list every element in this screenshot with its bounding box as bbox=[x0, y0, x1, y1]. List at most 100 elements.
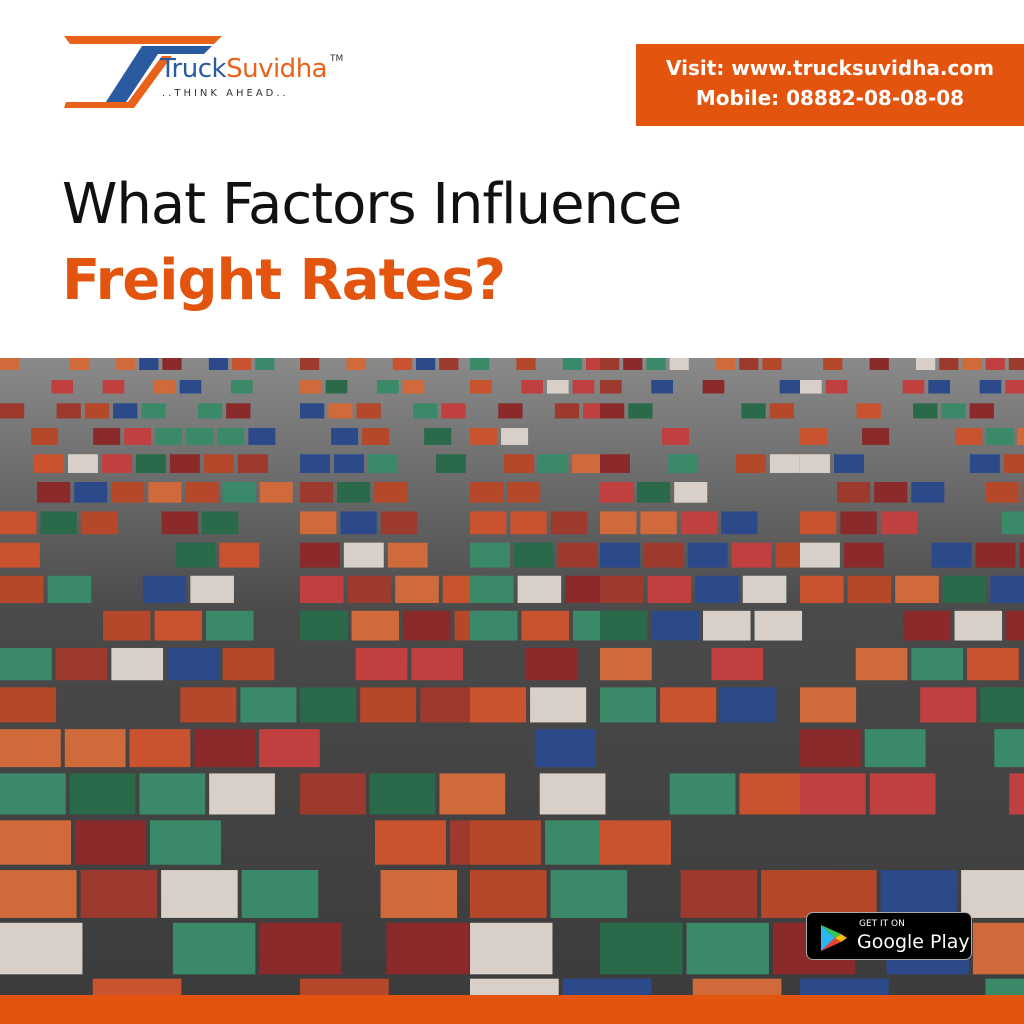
container bbox=[206, 610, 254, 641]
container bbox=[1006, 610, 1024, 641]
container bbox=[325, 380, 348, 394]
trucksuvidha-logo: TruckSuvidha TM ..THINK AHEAD.. bbox=[62, 34, 352, 114]
container bbox=[571, 454, 602, 473]
container bbox=[955, 428, 983, 445]
container bbox=[161, 870, 238, 918]
container bbox=[969, 454, 1000, 473]
container bbox=[731, 542, 772, 568]
container bbox=[674, 482, 708, 503]
headline-line2: Freight Rates? bbox=[62, 248, 506, 313]
container bbox=[148, 482, 182, 503]
container bbox=[230, 380, 253, 394]
container bbox=[470, 687, 527, 723]
container bbox=[856, 403, 881, 419]
container bbox=[1017, 428, 1024, 445]
container bbox=[470, 542, 510, 568]
container bbox=[864, 729, 926, 768]
container bbox=[376, 380, 399, 394]
container bbox=[680, 870, 758, 918]
container bbox=[441, 403, 466, 419]
container bbox=[931, 542, 972, 568]
container bbox=[153, 380, 176, 394]
container bbox=[600, 542, 640, 568]
container bbox=[1022, 482, 1024, 503]
container bbox=[902, 380, 925, 394]
container bbox=[55, 647, 108, 681]
container bbox=[939, 358, 959, 370]
container bbox=[687, 542, 728, 568]
container bbox=[201, 511, 239, 535]
container bbox=[0, 870, 77, 918]
container bbox=[328, 403, 353, 419]
container bbox=[56, 403, 81, 419]
container bbox=[219, 542, 260, 568]
container bbox=[855, 647, 908, 681]
bottom-accent-bar bbox=[0, 995, 1024, 1024]
container bbox=[647, 575, 692, 603]
container bbox=[37, 482, 71, 503]
container bbox=[470, 820, 541, 865]
container bbox=[843, 542, 884, 568]
container bbox=[972, 922, 1024, 975]
container bbox=[300, 542, 340, 568]
container bbox=[300, 687, 357, 723]
container bbox=[735, 454, 766, 473]
container bbox=[1019, 542, 1024, 568]
container bbox=[217, 428, 245, 445]
container bbox=[0, 358, 20, 370]
container bbox=[222, 482, 256, 503]
container bbox=[179, 380, 202, 394]
container bbox=[139, 358, 159, 370]
container bbox=[975, 542, 1016, 568]
container bbox=[80, 511, 118, 535]
container bbox=[837, 482, 871, 503]
container bbox=[103, 610, 151, 641]
container bbox=[141, 403, 166, 419]
logo-tagline: ..THINK AHEAD.. bbox=[162, 88, 289, 99]
container bbox=[516, 358, 536, 370]
container bbox=[534, 729, 596, 768]
container bbox=[259, 729, 320, 768]
container bbox=[300, 575, 344, 603]
container bbox=[92, 978, 182, 995]
container bbox=[823, 358, 843, 370]
container bbox=[1001, 511, 1024, 535]
container bbox=[550, 870, 628, 918]
container bbox=[994, 729, 1024, 768]
container bbox=[149, 820, 221, 865]
container bbox=[539, 773, 606, 815]
google-play-badge[interactable]: GET IT ON Google Play bbox=[806, 912, 972, 960]
container bbox=[941, 403, 966, 419]
container bbox=[0, 575, 44, 603]
container bbox=[185, 482, 219, 503]
logo-word-truck: Truck bbox=[160, 54, 227, 84]
container bbox=[646, 358, 666, 370]
container bbox=[800, 428, 828, 445]
container bbox=[346, 358, 366, 370]
container bbox=[550, 511, 588, 535]
container bbox=[521, 380, 543, 394]
container bbox=[503, 454, 534, 473]
container bbox=[600, 403, 625, 419]
container bbox=[226, 403, 251, 419]
container bbox=[961, 870, 1024, 918]
container bbox=[525, 647, 578, 681]
container bbox=[374, 482, 408, 503]
container bbox=[387, 542, 428, 568]
container bbox=[557, 542, 598, 568]
container bbox=[300, 978, 389, 995]
container bbox=[546, 380, 569, 394]
container bbox=[0, 647, 52, 681]
container bbox=[911, 647, 964, 681]
google-play-icon bbox=[821, 925, 847, 951]
container bbox=[572, 380, 595, 394]
container bbox=[0, 403, 25, 419]
container bbox=[913, 403, 938, 419]
container bbox=[800, 542, 840, 568]
container bbox=[985, 482, 1019, 503]
trademark: TM bbox=[330, 54, 344, 64]
badge-big-text: Google Play bbox=[857, 931, 970, 953]
container bbox=[990, 575, 1024, 603]
container bbox=[351, 610, 400, 641]
container bbox=[169, 454, 200, 473]
